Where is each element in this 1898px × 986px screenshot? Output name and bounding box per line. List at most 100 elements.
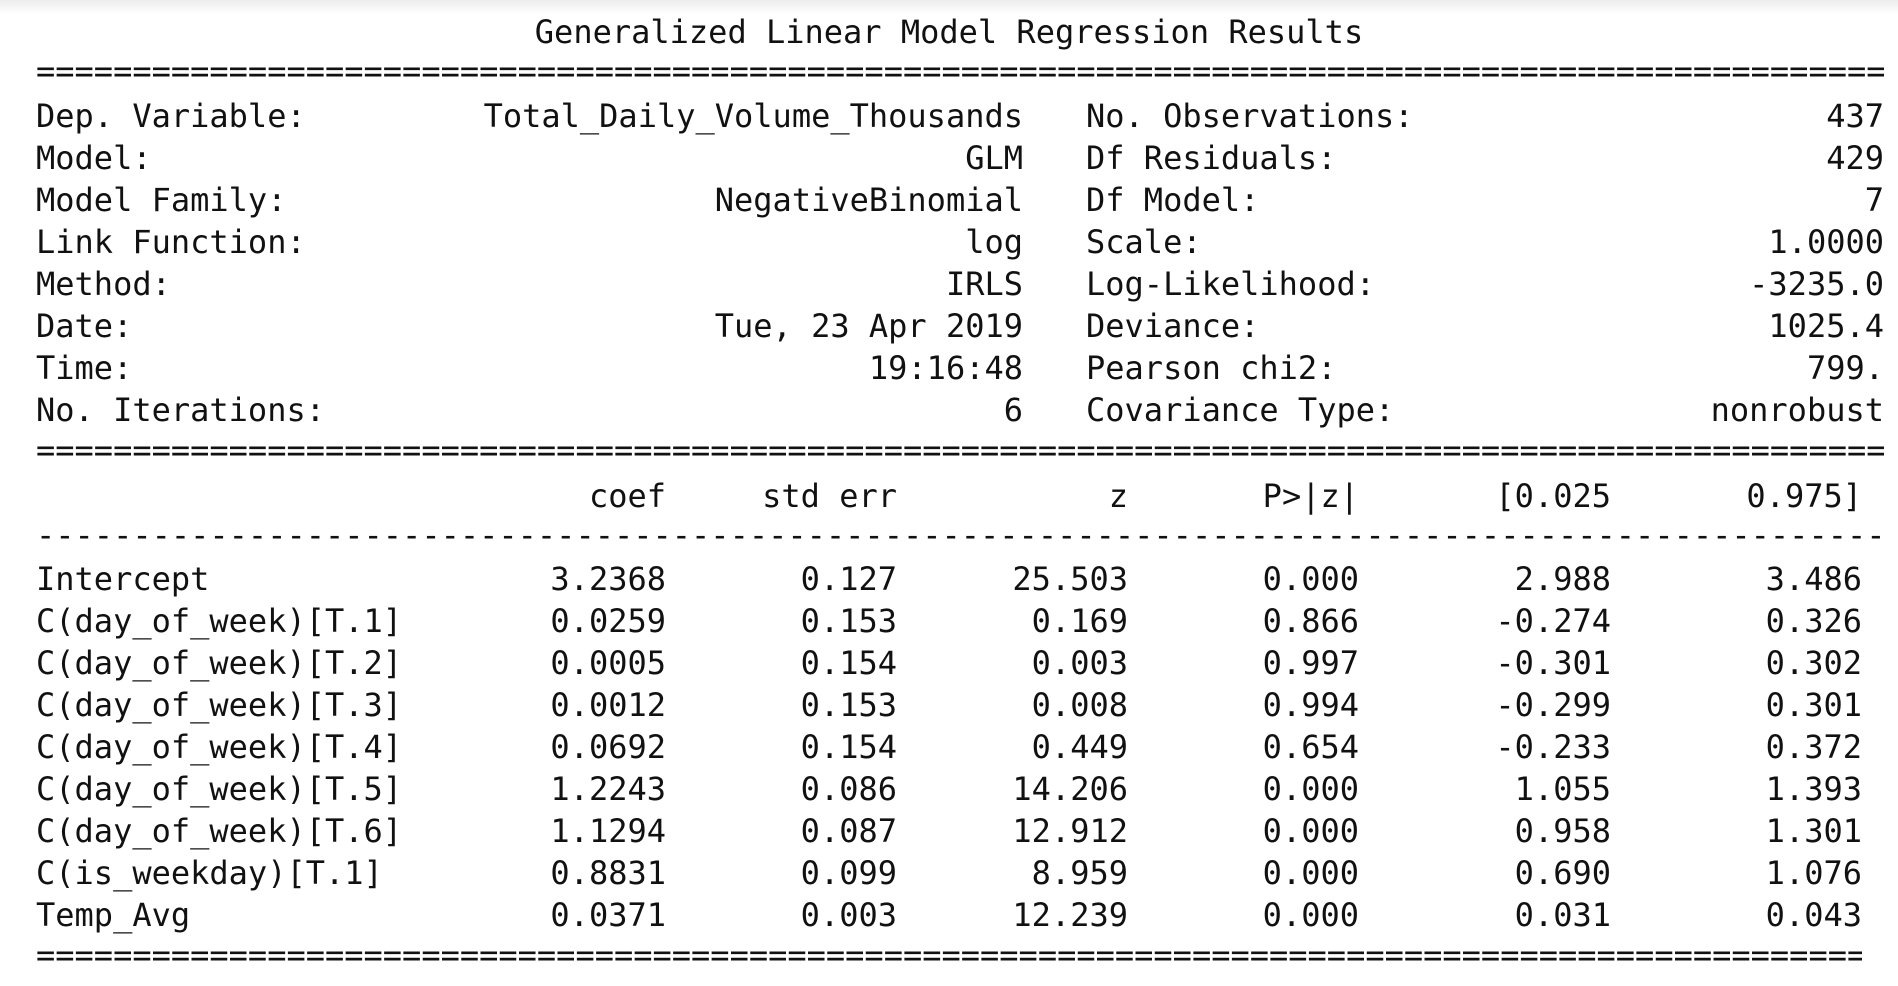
info-right-label: Covariance Type: <box>1086 391 1395 429</box>
header-ci-upper: 0.975] <box>1746 477 1862 515</box>
info-right-label: Scale: <box>1086 223 1202 261</box>
cell-z: 25.503 <box>1012 560 1128 598</box>
row-name: C(day_of_week)[T.1] <box>36 602 403 640</box>
cell-z: 0.008 <box>1031 686 1128 724</box>
cell-p-value: 0.000 <box>1262 770 1359 808</box>
cell-p-value: 0.654 <box>1262 728 1359 766</box>
header-z: z <box>1108 477 1128 515</box>
cell-p-value: 0.000 <box>1262 896 1359 934</box>
cell-ci-upper: 0.372 <box>1765 728 1862 766</box>
header-std-err: std err <box>762 477 897 515</box>
cell-z: 8.959 <box>1031 854 1128 892</box>
cell-std-err: 0.154 <box>800 728 897 766</box>
info-left-label: Model: <box>36 139 152 177</box>
info-left-label: No. Iterations: <box>36 391 325 429</box>
cell-p-value: 0.000 <box>1262 854 1359 892</box>
info-left-value: Tue, 23 Apr 2019 <box>714 307 1023 345</box>
cell-std-err: 0.003 <box>800 896 897 934</box>
row-name: C(is_weekday)[T.1] <box>36 854 383 892</box>
row-name: C(day_of_week)[T.5] <box>36 770 403 808</box>
cell-p-value: 0.000 <box>1262 560 1359 598</box>
info-right-label: Df Model: <box>1086 181 1260 219</box>
info-right-value: 7 <box>1864 181 1884 219</box>
results-title: Generalized Linear Model Regression Resu… <box>534 13 1364 51</box>
cell-ci-upper: 1.301 <box>1765 812 1862 850</box>
info-right-label: No. Observations: <box>1086 97 1414 135</box>
cell-ci-lower: 0.690 <box>1514 854 1611 892</box>
info-left-label: Date: <box>36 307 133 345</box>
info-left-value: log <box>965 223 1023 261</box>
cell-z: 14.206 <box>1012 770 1128 808</box>
cell-ci-upper: 0.326 <box>1765 602 1862 640</box>
info-right-label: Pearson chi2: <box>1086 349 1337 387</box>
cell-ci-upper: 1.076 <box>1765 854 1862 892</box>
cell-std-err: 0.154 <box>800 644 897 682</box>
row-name: Intercept <box>36 560 210 598</box>
cell-coef: 0.0692 <box>550 728 666 766</box>
cell-coef: 1.1294 <box>550 812 666 850</box>
cell-ci-lower: 0.031 <box>1514 896 1611 934</box>
info-right-value: 437 <box>1826 97 1884 135</box>
info-left-value: 19:16:48 <box>868 349 1023 387</box>
cell-coef: 0.8831 <box>550 854 666 892</box>
cell-ci-lower: -0.233 <box>1495 728 1611 766</box>
info-right-value: 1.0000 <box>1768 223 1884 261</box>
cell-ci-upper: 0.043 <box>1765 896 1862 934</box>
header-ci-lower: [0.025 <box>1495 477 1611 515</box>
cell-coef: 0.0012 <box>550 686 666 724</box>
row-name: C(day_of_week)[T.2] <box>36 644 403 682</box>
cell-coef: 0.0259 <box>550 602 666 640</box>
header-p-value: P>|z| <box>1262 477 1359 515</box>
cell-ci-upper: 3.486 <box>1765 560 1862 598</box>
info-left-value: Total_Daily_Volume_Thousands <box>483 97 1023 135</box>
info-right-value: 1025.4 <box>1768 307 1884 345</box>
double-rule-top: ========================================… <box>36 58 1884 84</box>
cell-ci-upper: 0.302 <box>1765 644 1862 682</box>
cell-std-err: 0.153 <box>800 686 897 724</box>
cell-ci-lower: -0.301 <box>1495 644 1611 682</box>
cell-ci-lower: -0.299 <box>1495 686 1611 724</box>
row-name: C(day_of_week)[T.3] <box>36 686 403 724</box>
info-left-value: GLM <box>965 139 1023 177</box>
cell-coef: 1.2243 <box>550 770 666 808</box>
cell-p-value: 0.866 <box>1262 602 1359 640</box>
cell-std-err: 0.127 <box>800 560 897 598</box>
info-right-label: Df Residuals: <box>1086 139 1337 177</box>
cell-ci-upper: 0.301 <box>1765 686 1862 724</box>
row-name: C(day_of_week)[T.6] <box>36 812 403 850</box>
info-left-label: Model Family: <box>36 181 287 219</box>
info-left-label: Time: <box>36 349 133 387</box>
cell-p-value: 0.997 <box>1262 644 1359 682</box>
cell-ci-lower: 2.988 <box>1514 560 1611 598</box>
cell-z: 0.003 <box>1031 644 1128 682</box>
cell-z: 0.169 <box>1031 602 1128 640</box>
cell-z: 12.239 <box>1012 896 1128 934</box>
info-right-value: -3235.0 <box>1749 265 1884 303</box>
info-left-label: Dep. Variable: <box>36 97 306 135</box>
cell-std-err: 0.087 <box>800 812 897 850</box>
info-left-label: Method: <box>36 265 171 303</box>
cell-coef: 0.0371 <box>550 896 666 934</box>
cell-std-err: 0.153 <box>800 602 897 640</box>
cell-ci-lower: 0.958 <box>1514 812 1611 850</box>
cell-ci-lower: 1.055 <box>1514 770 1611 808</box>
cell-std-err: 0.099 <box>800 854 897 892</box>
double-rule-mid: ========================================… <box>36 437 1884 463</box>
cell-z: 12.912 <box>1012 812 1128 850</box>
cell-p-value: 0.000 <box>1262 812 1359 850</box>
cell-ci-upper: 1.393 <box>1765 770 1862 808</box>
row-name: Temp_Avg <box>36 896 191 934</box>
cell-z: 0.449 <box>1031 728 1128 766</box>
cell-coef: 3.2368 <box>550 560 666 598</box>
cell-p-value: 0.994 <box>1262 686 1359 724</box>
info-right-value: 799. <box>1806 349 1884 387</box>
info-left-value: IRLS <box>945 265 1023 303</box>
info-right-value: nonrobust <box>1710 391 1884 429</box>
cell-ci-lower: -0.274 <box>1495 602 1611 640</box>
single-rule: ----------------------------------------… <box>36 522 1884 548</box>
info-right-label: Deviance: <box>1086 307 1260 345</box>
double-rule-bottom: ========================================… <box>36 942 1862 968</box>
top-shade <box>0 0 1898 14</box>
header-coef: coef <box>588 477 666 515</box>
cell-coef: 0.0005 <box>550 644 666 682</box>
